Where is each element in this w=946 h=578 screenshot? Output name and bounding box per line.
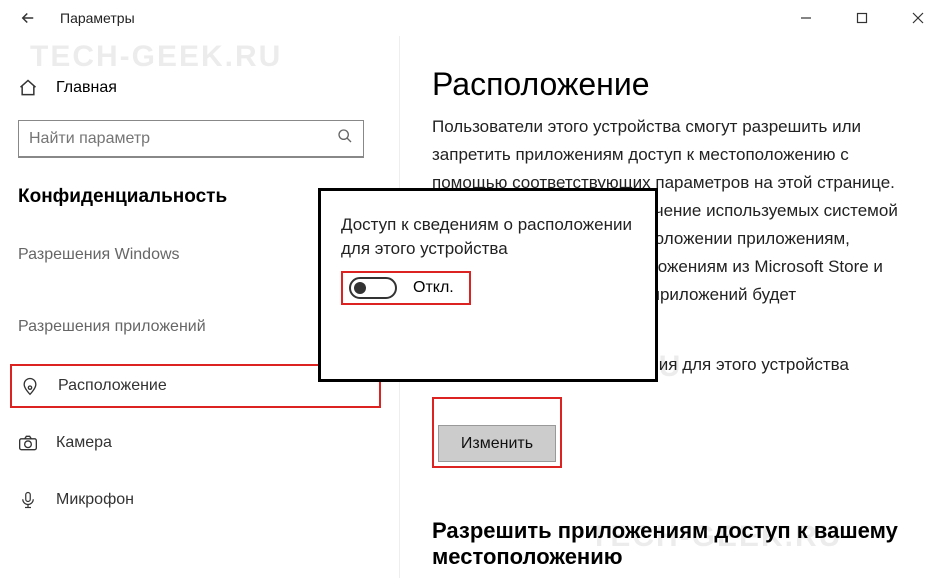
sidebar-item-label: Камера (56, 434, 112, 452)
maximize-button[interactable] (834, 0, 890, 36)
change-button-highlight: Изменить (432, 397, 562, 468)
titlebar: Параметры (0, 0, 946, 36)
popup-title: Доступ к сведениям о расположении для эт… (341, 213, 635, 261)
location-access-popup: Доступ к сведениям о расположении для эт… (318, 188, 658, 382)
allow-apps-heading: Разрешить приложениям доступ к вашему ме… (432, 518, 914, 570)
minimize-button[interactable] (778, 0, 834, 36)
sidebar-item-label: Микрофон (56, 491, 134, 509)
camera-icon (18, 434, 38, 452)
search-input[interactable] (29, 130, 337, 148)
window-title: Параметры (60, 10, 135, 26)
sidebar-item-microphone[interactable]: Микрофон (0, 478, 399, 522)
search-icon (337, 128, 353, 149)
location-toggle[interactable] (349, 277, 397, 299)
change-button[interactable]: Изменить (438, 425, 556, 462)
home-nav-item[interactable]: Главная (0, 70, 399, 106)
home-icon (18, 78, 38, 98)
home-label: Главная (56, 79, 117, 97)
location-icon (20, 376, 40, 396)
toggle-state-label: Откл. (413, 279, 454, 297)
sidebar-item-label: Расположение (58, 377, 167, 395)
back-button[interactable] (18, 8, 38, 28)
toggle-highlight: Откл. (341, 271, 471, 305)
close-button[interactable] (890, 0, 946, 36)
microphone-icon (18, 490, 38, 510)
search-input-container[interactable] (18, 120, 364, 158)
page-title: Расположение (432, 66, 914, 103)
sidebar-item-camera[interactable]: Камера (0, 422, 399, 464)
toggle-knob (354, 282, 366, 294)
